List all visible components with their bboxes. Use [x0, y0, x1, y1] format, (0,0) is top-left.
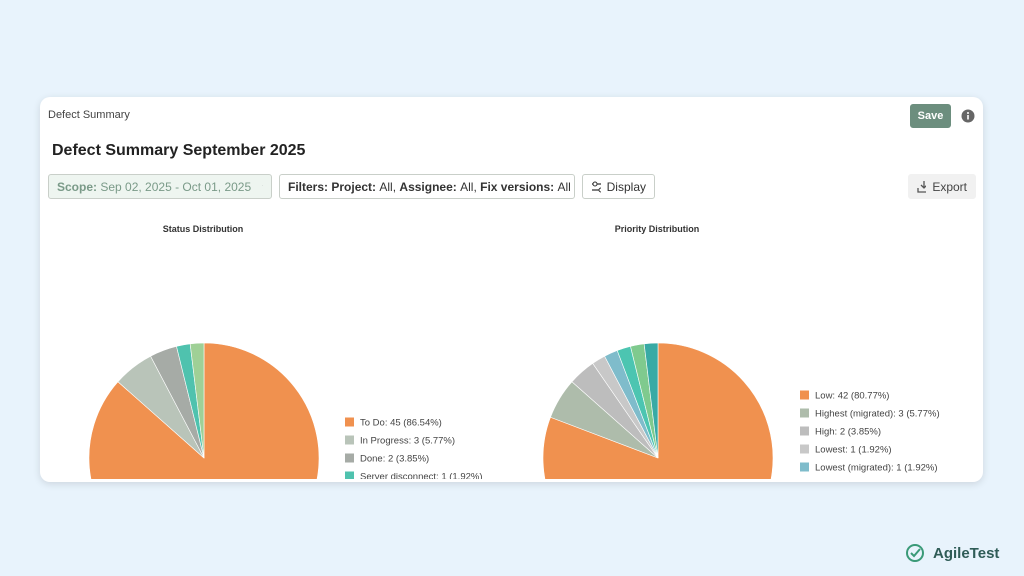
- info-icon[interactable]: [961, 109, 975, 123]
- chart-title: Priority Distribution: [615, 224, 700, 234]
- legend-label: Low: 42 (80.77%): [815, 391, 889, 402]
- legend-label: Highest (migrated): 3 (5.77%): [815, 409, 940, 420]
- filter-value: All: [557, 179, 571, 194]
- scope-dropdown[interactable]: Scope: Sep 02, 2025 - Oct 01, 2025: [48, 174, 272, 199]
- display-button[interactable]: Display: [582, 174, 655, 199]
- brand-name: AgileTest: [933, 544, 1000, 562]
- legend-label: Lowest: 1 (1.92%): [815, 445, 892, 456]
- legend-label: Lowest (migrated): 1 (1.92%): [815, 463, 938, 474]
- filters-label: Filters:: [288, 179, 329, 194]
- legend-swatch: [345, 471, 354, 479]
- filter-value: All,: [379, 179, 397, 194]
- settings-icon: [592, 181, 601, 192]
- pie-slice: [189, 342, 205, 459]
- legend-swatch: [800, 390, 809, 400]
- pie-slice: [542, 342, 774, 479]
- chevron: [262, 184, 263, 186]
- filter-value: All,: [460, 179, 477, 194]
- legend-label: High: 2 (3.85%): [815, 427, 881, 438]
- legend-swatch: [800, 408, 809, 418]
- legend-label: In Progress: 3 (5.77%): [360, 436, 455, 447]
- legend-label: To Do: 45 (86.54%): [360, 418, 442, 429]
- legend-swatch: [345, 453, 354, 463]
- legend-swatch: [800, 444, 809, 454]
- save-button[interactable]: Save: [910, 104, 951, 128]
- panel-title: Defect Summary: [48, 109, 130, 121]
- filter-key: Fix versions:: [480, 179, 555, 194]
- charts: Status Distribution To Do: 45 (86.54%) In …: [88, 224, 940, 480]
- display-label: Display: [606, 179, 646, 194]
- legend-swatch: [800, 426, 809, 436]
- export-button[interactable]: Export: [908, 174, 976, 199]
- legend-swatch: [345, 417, 354, 427]
- pie-slice: [643, 342, 659, 459]
- legend-swatch: [345, 435, 354, 445]
- brand-logo: AgileTest: [905, 543, 999, 563]
- legend-swatch: [800, 462, 809, 472]
- chart-title: Status Distribution: [163, 224, 244, 234]
- panel: Defect Summary Save Defect Summary Septe…: [40, 97, 983, 482]
- filter-key: Project:: [331, 179, 377, 194]
- scope-label: Scope:: [57, 179, 98, 194]
- legend-label: Server disconnect: 1 (1.92%): [360, 472, 483, 480]
- legend-label: Done: 2 (3.85%): [360, 454, 429, 465]
- report-title: Defect Summary September 2025: [52, 142, 306, 159]
- download-icon: [917, 181, 927, 193]
- logo-icon: [906, 544, 924, 562]
- export-label: Export: [932, 179, 967, 194]
- filter-key: Assignee:: [399, 179, 457, 194]
- scope-value: Sep 02, 2025 - Oct 01, 2025: [100, 179, 252, 194]
- filters-dropdown[interactable]: Filters: Project: All, Assignee: All, Fi…: [279, 174, 575, 199]
